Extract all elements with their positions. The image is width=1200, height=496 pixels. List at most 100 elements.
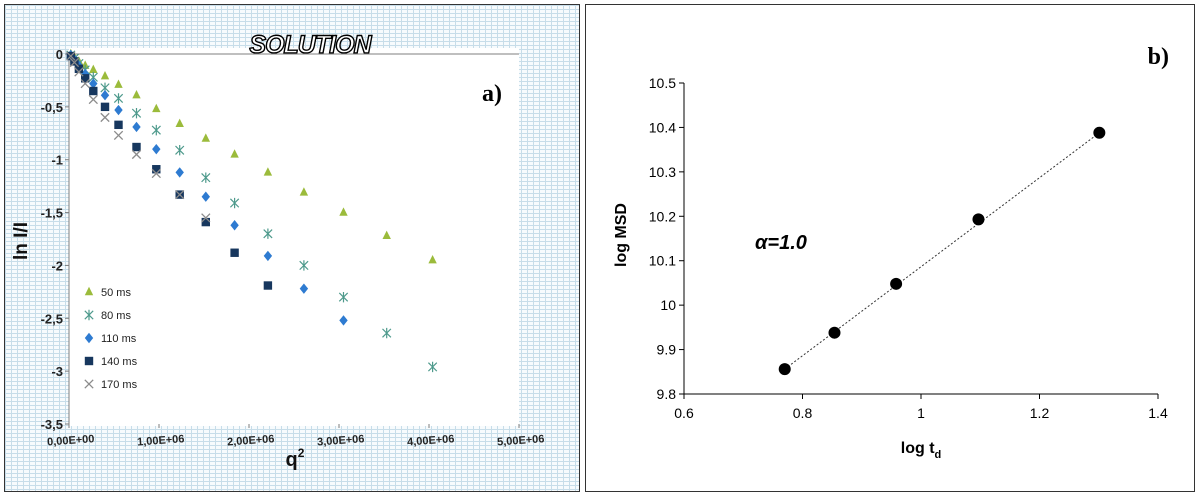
x-tick-label-a: 5,00E+06: [497, 433, 545, 448]
data-point-a: [89, 64, 98, 74]
y-tick-label-a: -1,5: [41, 206, 63, 221]
chart-a-svg: SOLUTION a) 0 -0,5 -1 -1,5 -2 -2,5 -3 -3,50,00E+0…: [11, 30, 545, 471]
series-170-ms: [66, 51, 211, 223]
legend-label-a: 170 ms: [101, 379, 138, 391]
data-point-a: [299, 187, 309, 196]
data-point-a: [201, 213, 211, 223]
data-point-b: [828, 326, 841, 339]
data-point-a: [74, 64, 84, 73]
data-point-a: [263, 228, 273, 239]
y-tick-label-a: -3,5: [41, 417, 63, 432]
data-point-a: [152, 103, 161, 113]
y-tick-label-b: 9.9: [657, 342, 677, 358]
x-axis-label-a: q2: [286, 446, 305, 471]
x-tick-label-a: 4,00E+06: [407, 433, 455, 448]
panel-label-b: b): [1148, 44, 1169, 70]
data-point-b: [972, 213, 985, 226]
y-tick-label-a: -0,5: [41, 100, 63, 115]
x-axis-label-b: log td: [901, 440, 942, 461]
y-tick-label-a: -2,5: [41, 311, 63, 326]
data-point-a: [339, 315, 348, 326]
data-point-a: [151, 168, 161, 179]
y-tick-label-a: -1: [51, 153, 63, 168]
data-point-a: [80, 78, 90, 89]
y-axis-label-a: ln I/I: [11, 222, 32, 260]
data-point-a: [132, 121, 141, 133]
x-tick-label-a: 1,00E+06: [137, 433, 185, 448]
y-tick-label-b: 9.8: [657, 386, 677, 402]
data-point-a: [152, 165, 161, 174]
data-point-a: [132, 142, 141, 152]
data-point-a: [299, 283, 309, 294]
data-point-a: [382, 327, 392, 339]
y-axis-label-b: log MSD: [613, 203, 630, 267]
data-point-a: [113, 93, 124, 104]
legend-marker-a: [84, 309, 94, 321]
legend-label-a: 110 ms: [101, 333, 137, 345]
y-tick-label-a: -3: [51, 364, 63, 379]
data-point-a: [175, 118, 184, 127]
y-tick-label-a: 0: [56, 47, 63, 62]
panel-b-msd-chart: 9.8 9.9 10 10.1 10.2 10.3 10.4 10.5 0.6 0.8 1 1.2 1.…: [585, 4, 1195, 492]
legend-label-a: 80 ms: [101, 310, 131, 322]
data-point-a: [81, 74, 90, 83]
x-tick-label-b: 1: [917, 405, 925, 421]
series-110-ms: [66, 49, 348, 326]
y-tick-label-b: 10: [660, 297, 676, 313]
data-point-a: [201, 217, 210, 227]
data-point-a: [89, 78, 98, 89]
data-point-a: [132, 90, 141, 99]
x-tick-label-b: 0.8: [793, 405, 813, 421]
data-point-a: [338, 291, 349, 303]
data-point-a: [66, 51, 76, 61]
data-point-a: [229, 197, 240, 209]
y-tick-label-a: -2: [51, 258, 63, 273]
data-point-a: [382, 230, 391, 240]
data-point-a: [70, 57, 79, 66]
x-tick-label-b: 1.4: [1148, 405, 1168, 421]
chart-b-svg: 9.8 9.9 10 10.1 10.2 10.3 10.4 10.5 0.6 0.8 1 1.2 1.…: [613, 44, 1169, 461]
data-point-a: [74, 67, 84, 77]
data-point-a: [131, 149, 142, 160]
data-point-a: [88, 94, 98, 105]
data-point-a: [263, 250, 273, 262]
data-point-a: [100, 90, 110, 101]
data-point-a: [230, 248, 239, 257]
y-tick-label-b: 10.2: [649, 208, 676, 224]
data-point-a: [114, 120, 123, 130]
alpha-annotation: α=1.0: [755, 232, 807, 254]
data-point-a: [175, 189, 185, 200]
data-point-a: [151, 124, 161, 136]
x-tick-label-a: 0,00E+00: [47, 433, 95, 448]
legend-label-a: 140 ms: [101, 356, 138, 368]
data-point-a: [100, 71, 110, 80]
panel-label-a: a): [482, 81, 502, 107]
data-point-a: [69, 57, 80, 68]
y-tick-label-b: 10.4: [649, 119, 676, 135]
legend-marker-a: [84, 286, 94, 296]
x-tick-label-a: 3,00E+06: [317, 433, 365, 448]
data-point-a: [114, 104, 123, 116]
y-tick-label-b: 10.3: [649, 164, 676, 180]
y-tick-label-b: 10.5: [649, 75, 676, 91]
data-point-a: [230, 149, 239, 158]
data-point-a: [201, 133, 210, 142]
data-point-a: [152, 143, 161, 155]
data-point-a: [175, 145, 185, 156]
legend-label-a: 50 ms: [101, 287, 131, 299]
data-point-a: [89, 86, 98, 96]
data-point-a: [175, 167, 184, 178]
legend-marker-a: [84, 356, 94, 366]
data-point-a: [339, 207, 348, 216]
data-point-a: [427, 361, 438, 373]
data-point-a: [299, 260, 309, 271]
x-tick-label-b: 0.6: [674, 405, 694, 421]
data-point-a: [114, 79, 123, 88]
data-point-a: [201, 191, 210, 202]
data-point-a: [131, 108, 142, 119]
plot-area-a: [69, 48, 519, 426]
data-point-b: [778, 363, 791, 376]
data-point-a: [263, 281, 273, 290]
data-point-a: [201, 172, 211, 183]
y-tick-label-b: 10.1: [649, 253, 676, 269]
